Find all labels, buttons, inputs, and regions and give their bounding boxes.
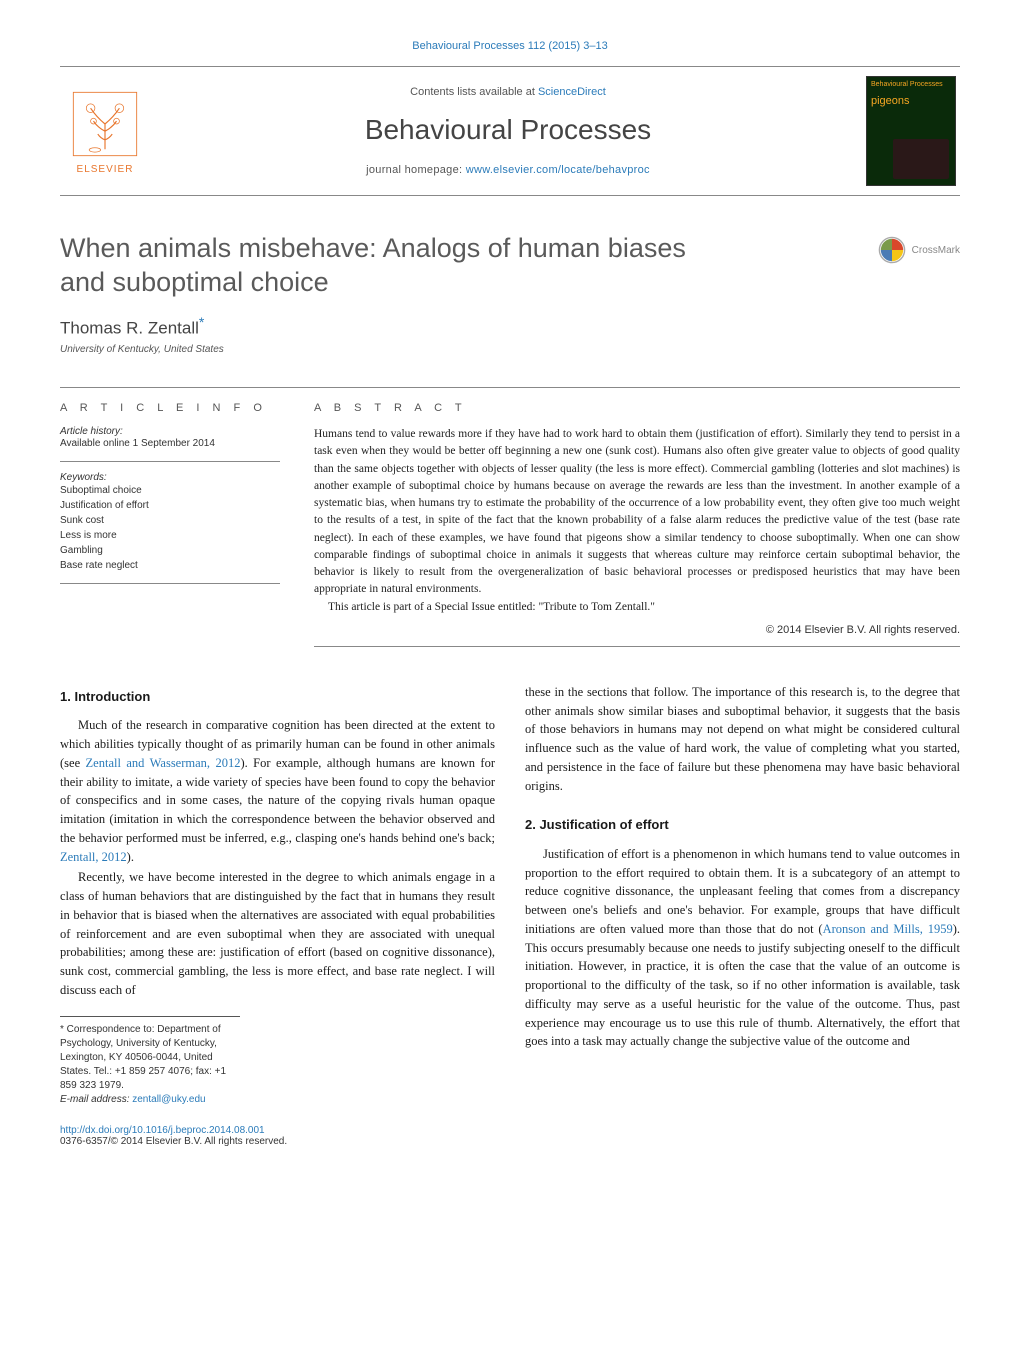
elsevier-wordmark: ELSEVIER	[77, 164, 134, 175]
crossmark-icon	[878, 236, 906, 264]
text-run: ).	[127, 850, 134, 864]
keyword: Less is more	[60, 528, 280, 543]
contents-prefix: Contents lists available at	[410, 86, 538, 98]
intro-paragraph-1: Much of the research in comparative cogn…	[60, 716, 495, 866]
article-history-block: Article history: Available online 1 Sept…	[60, 426, 280, 462]
abstract-heading: A B S T R A C T	[314, 402, 960, 414]
journal-cover-thumb: Behavioural Processes pigeons	[866, 76, 956, 186]
crossmark-badge[interactable]: CrossMark	[878, 236, 960, 264]
page-footer: http://dx.doi.org/10.1016/j.beproc.2014.…	[60, 1125, 960, 1147]
history-text: Available online 1 September 2014	[60, 437, 280, 451]
article-title-line1: When animals misbehave: Analogs of human…	[60, 233, 686, 263]
article-info-heading: A R T I C L E I N F O	[60, 402, 280, 414]
abstract-tribute: This article is part of a Special Issue …	[314, 599, 960, 616]
author-name: Thomas R. Zentall	[60, 318, 199, 337]
abstract-rule	[314, 646, 960, 647]
doi-link[interactable]: http://dx.doi.org/10.1016/j.beproc.2014.…	[60, 1125, 960, 1136]
intro-paragraph-2: Recently, we have become interested in t…	[60, 868, 495, 999]
abstract-copyright: © 2014 Elsevier B.V. All rights reserved…	[314, 624, 960, 636]
keywords-label: Keywords:	[60, 472, 280, 483]
cover-thumb-subtitle: pigeons	[867, 93, 955, 109]
elsevier-logo: ELSEVIER	[60, 88, 150, 175]
abstract-body: Humans tend to value rewards more if the…	[314, 426, 960, 599]
section-heading-joe: 2. Justification of effort	[525, 815, 960, 835]
sciencedirect-link[interactable]: ScienceDirect	[538, 86, 606, 98]
keyword: Gambling	[60, 543, 280, 558]
col2-continuation: these in the sections that follow. The i…	[525, 683, 960, 796]
author-email-link[interactable]: zentall@uky.edu	[132, 1094, 205, 1105]
article-title-line2: and suboptimal choice	[60, 267, 329, 297]
citation-link[interactable]: Zentall, 2012	[60, 850, 127, 864]
cover-thumb-title: Behavioural Processes	[867, 77, 955, 93]
email-label: E-mail address:	[60, 1094, 132, 1105]
keyword: Justification of effort	[60, 498, 280, 513]
keyword: Sunk cost	[60, 513, 280, 528]
elsevier-tree-icon	[69, 88, 141, 160]
journal-homepage-line: journal homepage: www.elsevier.com/locat…	[170, 164, 846, 176]
citation-link[interactable]: Aronson and Mills, 1959	[823, 922, 953, 936]
crossmark-label: CrossMark	[912, 245, 960, 256]
issn-copyright: 0376-6357/© 2014 Elsevier B.V. All right…	[60, 1136, 960, 1147]
author-affiliation: University of Kentucky, United States	[60, 344, 960, 355]
author-line: Thomas R. Zentall*	[60, 314, 960, 339]
keyword: Suboptimal choice	[60, 483, 280, 498]
article-body-columns: 1. Introduction Much of the research in …	[60, 683, 960, 1107]
journal-homepage-link[interactable]: www.elsevier.com/locate/behavproc	[466, 164, 650, 176]
journal-masthead: ELSEVIER Contents lists available at Sci…	[60, 66, 960, 196]
footnote-correspondence: * Correspondence to: Department of Psych…	[60, 1023, 240, 1093]
history-label: Article history:	[60, 426, 280, 437]
journal-title: Behavioural Processes	[170, 114, 846, 146]
keywords-block: Keywords: Suboptimal choice Justificatio…	[60, 472, 280, 584]
corresponding-footnote: * Correspondence to: Department of Psych…	[60, 1016, 240, 1107]
contents-available-line: Contents lists available at ScienceDirec…	[170, 86, 846, 98]
corresponding-mark: *	[199, 314, 204, 330]
homepage-prefix: journal homepage:	[366, 164, 466, 176]
joe-paragraph-1: Justification of effort is a phenomenon …	[525, 845, 960, 1051]
article-title: When animals misbehave: Analogs of human…	[60, 232, 800, 300]
section-heading-intro: 1. Introduction	[60, 687, 495, 707]
citation-link[interactable]: Zentall and Wasserman, 2012	[86, 756, 241, 770]
cover-thumb-image	[893, 139, 949, 179]
running-head-citation: Behavioural Processes 112 (2015) 3–13	[60, 40, 960, 52]
keyword: Base rate neglect	[60, 558, 280, 573]
text-run: ). This occurs presumably because one ne…	[525, 922, 960, 1049]
footnote-email-line: E-mail address: zentall@uky.edu	[60, 1093, 240, 1107]
